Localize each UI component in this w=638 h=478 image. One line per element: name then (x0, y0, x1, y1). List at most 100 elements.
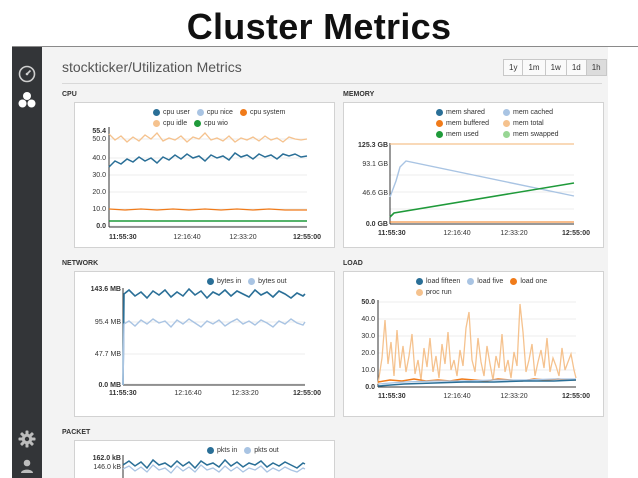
legend-item-bytes-out[interactable]: bytes out (248, 278, 287, 285)
load-fifteen-series (377, 379, 577, 387)
network-section-title: NETWORK (62, 260, 99, 267)
mem-cached-series (389, 160, 575, 198)
sidebar-item-settings[interactable] (12, 424, 42, 454)
legend-item-load-five[interactable]: load five (467, 278, 503, 285)
title-divider (12, 46, 638, 47)
memory-y-tick: 93.1 GB (362, 161, 388, 168)
legend-item-cpu-system[interactable]: cpu system (239, 109, 285, 116)
load-plot: 50.0 40.0 30.0 20.0 10.0 0.0 11:55:30 12… (361, 299, 590, 400)
legend-dot (503, 120, 510, 127)
memory-x-tick: 12:16:40 (443, 230, 470, 237)
legend-item-mem-total[interactable]: mem total (503, 120, 544, 127)
cpu-chart[interactable]: cpu user cpu nice cpu system cpu idle cp… (74, 102, 335, 248)
header-divider (62, 83, 602, 84)
legend-dot (416, 289, 423, 296)
legend-item-cpu-wio[interactable]: cpu wio (194, 120, 228, 127)
legend-item-pkts-in[interactable]: pkts in (207, 447, 237, 454)
load-five-series (377, 378, 576, 385)
network-legend: bytes in bytes out (207, 278, 294, 285)
cpu-section-title: CPU (62, 91, 77, 98)
network-x-tick: 12:16:40 (174, 390, 201, 397)
legend-dot (153, 109, 160, 116)
legend-item-load-one[interactable]: load one (510, 278, 547, 285)
legend-dot (503, 131, 510, 138)
legend-item-mem-buffered[interactable]: mem buffered (436, 120, 496, 127)
network-plot: 143.6 MB 95.4 MB 47.7 MB 0.0 MB 11:55:30… (91, 286, 321, 397)
range-button-1w[interactable]: 1w (544, 59, 567, 76)
cpu-y-tick: 50.0 (92, 136, 106, 143)
legend-dot (196, 109, 204, 116)
load-y-tick: 40.0 (361, 316, 375, 323)
legend-dot (436, 120, 443, 127)
pkts-out-series (122, 464, 306, 474)
cpu-x-tick: 12:16:40 (173, 234, 200, 241)
sidebar-item-user[interactable] (12, 451, 42, 478)
page-margin (608, 47, 638, 478)
legend-dot (248, 278, 256, 285)
memory-x-tick: 11:55:30 (378, 230, 406, 237)
range-button-1m[interactable]: 1m (522, 59, 546, 76)
legend-label: mem used (446, 131, 479, 138)
legend-dot (153, 120, 160, 127)
memory-y-tick: 0.0 GB (366, 221, 388, 228)
load-y-tick: 20.0 (361, 350, 375, 357)
memory-chart[interactable]: mem shared mem cached mem buffered mem t… (343, 102, 604, 248)
main-content: stockticker/Utilization Metrics 1y 1m 1w… (42, 47, 608, 478)
legend-item-load-fifteen[interactable]: load fifteen (416, 278, 460, 285)
proc-run-series (377, 303, 577, 385)
load-chart[interactable]: load fifteen load five load one proc run… (343, 271, 604, 417)
network-y-tick: 0.0 MB (98, 382, 121, 389)
legend-item-mem-swapped[interactable]: mem swapped (503, 131, 559, 138)
load-y-tick: 0.0 (365, 384, 375, 391)
legend-label: load five (477, 278, 504, 285)
range-button-1d[interactable]: 1d (565, 59, 587, 76)
legend-item-mem-cached[interactable]: mem cached (503, 109, 553, 116)
packet-section-title: PACKET (62, 429, 91, 436)
legend-item-cpu-nice[interactable]: cpu nice (196, 109, 233, 116)
legend-label: cpu idle (163, 120, 188, 127)
packet-chart[interactable]: pkts in pkts out 162.0 kB 146.0 kB (74, 440, 335, 478)
legend-item-mem-shared[interactable]: mem shared (436, 109, 496, 116)
network-x-tick: 12:55:00 (293, 390, 321, 397)
network-chart[interactable]: bytes in bytes out 143.6 MB 95.4 MB 47.7… (74, 271, 335, 417)
legend-item-mem-used[interactable]: mem used (436, 131, 496, 138)
legend-dot (194, 120, 202, 127)
bytes-in-series (122, 287, 306, 386)
dashboard-icon (18, 65, 36, 83)
cluster-icon (18, 92, 36, 108)
legend-item-bytes-in[interactable]: bytes in (207, 278, 241, 285)
range-button-1y[interactable]: 1y (503, 59, 524, 76)
memory-legend-row-2: mem buffered mem total (436, 120, 551, 127)
legend-dot (436, 131, 443, 138)
sidebar-item-cluster[interactable] (12, 85, 42, 115)
legend-item-cpu-user[interactable]: cpu user (153, 109, 190, 116)
cpu-x-tick: 11:55:30 (109, 234, 137, 241)
cpu-y-tick: 10.0 (92, 206, 106, 213)
legend-dot (510, 278, 518, 285)
legend-label: load one (520, 278, 548, 285)
legend-dot (207, 447, 214, 454)
load-x-tick: 11:55:30 (378, 393, 406, 400)
legend-dot (467, 278, 475, 285)
cpu-legend-row-2: cpu idle cpu wio (153, 120, 235, 127)
legend-item-cpu-idle[interactable]: cpu idle (153, 120, 187, 127)
load-legend-row-1: load fifteen load five load one (416, 278, 554, 285)
legend-item-proc-run[interactable]: proc run (416, 289, 452, 296)
legend-label: cpu wio (204, 120, 228, 127)
cpu-legend-row-1: cpu user cpu nice cpu system (153, 109, 292, 116)
user-icon (21, 459, 33, 473)
load-x-tick: 12:33:20 (500, 393, 527, 400)
memory-x-tick: 12:55:00 (562, 230, 590, 237)
cpu-idle-series (108, 132, 308, 143)
sidebar-item-dashboard[interactable] (12, 59, 42, 89)
legend-dot (207, 278, 214, 285)
cpu-y-tick: 40.0 (92, 155, 106, 162)
packet-y-tick: 146.0 kB (93, 464, 121, 471)
range-button-1h[interactable]: 1h (585, 59, 607, 76)
cpu-user-series (108, 152, 308, 168)
cpu-x-tick: 12:33:20 (229, 234, 256, 241)
legend-item-pkts-out[interactable]: pkts out (244, 447, 279, 454)
slide-title: Cluster Metrics (186, 6, 452, 47)
legend-label: mem cached (513, 109, 554, 116)
network-x-tick: 11:55:30 (109, 390, 137, 397)
